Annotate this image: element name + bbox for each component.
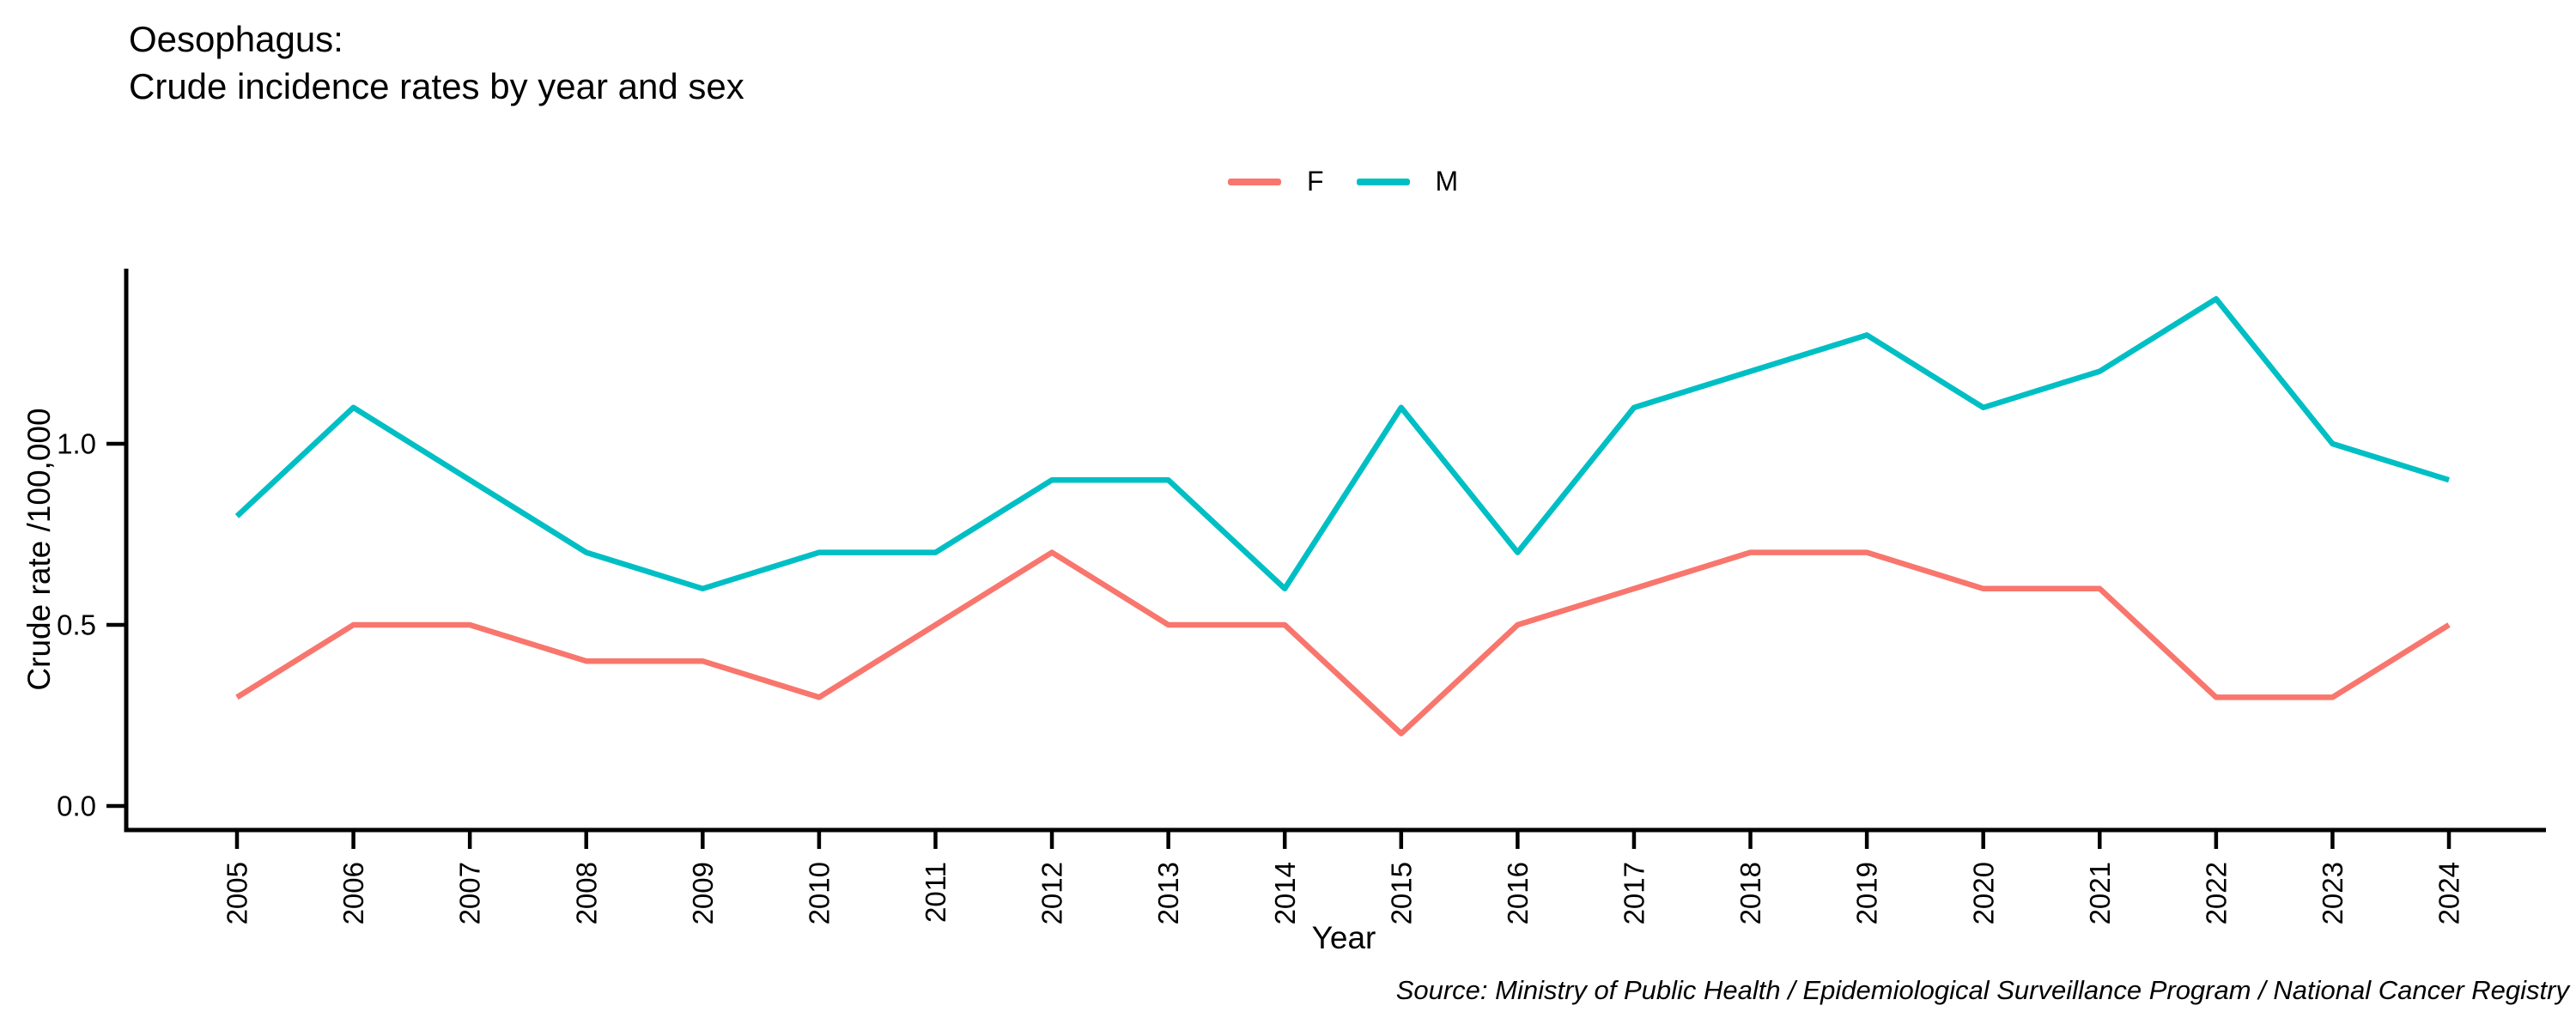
x-tick-label: 2020 [1967, 862, 1999, 924]
x-tick-label: 2023 [2317, 862, 2348, 924]
x-tick-label: 2015 [1385, 862, 1417, 924]
x-tick-label: 2012 [1036, 862, 1068, 924]
legend-label-m: M [1435, 166, 1459, 197]
x-tick-label: 2010 [803, 862, 835, 924]
source-note: Source: Ministry of Public Health / Epid… [1395, 975, 2569, 1005]
legend: F M [1228, 166, 1458, 197]
x-tick-label: 2005 [222, 862, 253, 924]
x-tick-label: 2024 [2433, 862, 2465, 924]
x-tick-label: 2013 [1152, 862, 1184, 924]
legend-item-f: F [1228, 166, 1324, 197]
legend-item-m: M [1356, 166, 1459, 197]
legend-label-f: F [1307, 166, 1324, 197]
chart-title-line2: Crude incidence rates by year and sex [129, 66, 744, 106]
chart-title: Oesophagus: Crude incidence rates by yea… [129, 15, 744, 110]
x-tick-label: 2006 [337, 862, 369, 924]
legend-swatch [1228, 178, 1281, 185]
x-tick-label: 2017 [1619, 862, 1650, 924]
y-tick-label: 1.0 [57, 428, 96, 460]
x-tick-label: 2008 [570, 862, 602, 924]
x-tick-label: 2018 [1735, 862, 1766, 924]
series-line-m [234, 295, 2450, 592]
x-tick-label: 2011 [920, 862, 951, 923]
x-tick-label: 2016 [1502, 862, 1534, 924]
x-tick-label: 2021 [2084, 862, 2116, 924]
y-tick-label: 0.0 [57, 791, 96, 822]
x-tick-label: 2022 [2200, 862, 2232, 924]
x-tick-label: 2007 [454, 862, 486, 924]
x-tick-label: 2009 [687, 862, 719, 924]
legend-swatch [1356, 178, 1410, 185]
x-axis-title: Year [1311, 920, 1376, 955]
x-tick-label: 2019 [1851, 862, 1883, 924]
y-tick-label: 0.5 [57, 609, 96, 641]
x-tick-label: 2014 [1269, 862, 1301, 924]
series-line-f [235, 549, 2451, 736]
chart-title-line1: Oesophagus: [129, 19, 343, 59]
